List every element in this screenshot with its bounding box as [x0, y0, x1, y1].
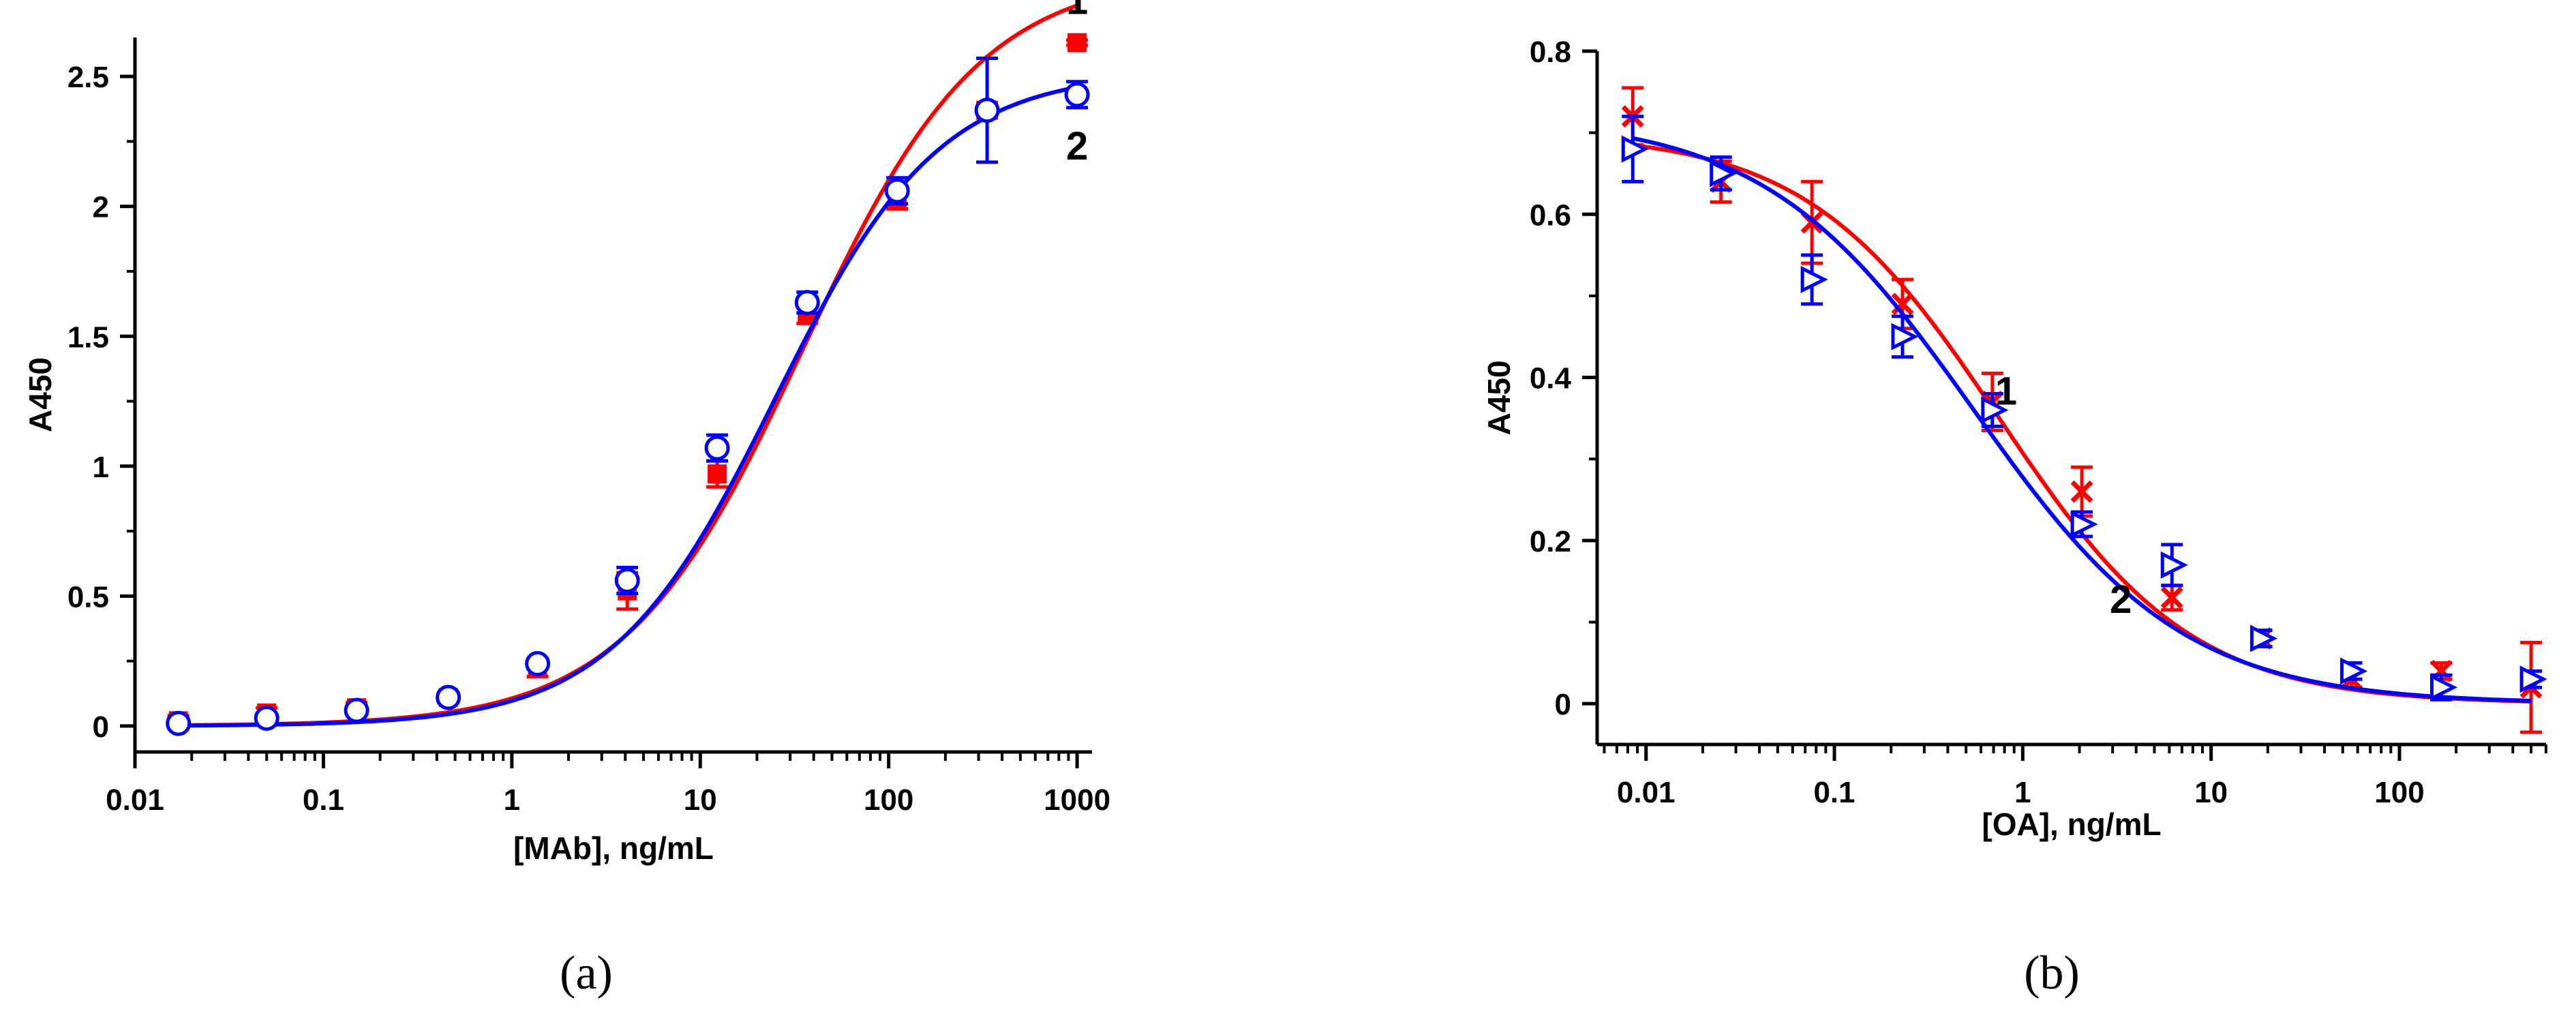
curve-label-2: 2	[1066, 124, 1088, 168]
data-point-series-2	[2250, 624, 2278, 652]
data-point-series-1	[1067, 33, 1087, 52]
y-tick-label: 1.5	[67, 320, 109, 354]
data-point-series-1	[2160, 586, 2183, 609]
x-tick-label: 1	[504, 783, 520, 817]
series-2	[166, 56, 1090, 736]
data-point-series-2	[704, 435, 730, 461]
data-point-series-2	[2430, 674, 2458, 702]
data-point-series-2	[1891, 322, 1919, 350]
y-tick-label: 0	[93, 710, 109, 744]
x-tick-label: 10	[2194, 776, 2228, 809]
data-point-series-2	[614, 567, 640, 593]
data-point-series-2	[1621, 135, 1649, 163]
y-tick-label: 0.2	[1530, 525, 1571, 558]
data-point-series-2	[166, 710, 192, 736]
y-tick-label: 0.8	[1530, 35, 1571, 69]
x-tick-label: 0.1	[303, 783, 344, 817]
fit-curve-series-1	[178, 3, 1078, 727]
data-point-series-1	[708, 464, 727, 484]
x-tick-label: 100	[864, 783, 913, 817]
curve-label-1: 1	[1995, 369, 2017, 413]
data-point-series-2	[2160, 551, 2188, 579]
data-point-series-2	[884, 178, 910, 204]
data-point-series-2	[254, 705, 279, 731]
fit-curve-series-2	[1632, 136, 2532, 703]
fit-curve-series-2	[178, 85, 1078, 728]
y-tick-label: 1	[93, 451, 109, 484]
series-1	[167, 3, 1089, 731]
panel-caption: (b)	[2024, 947, 2080, 999]
y-axis-title: A450	[1481, 361, 1517, 436]
y-tick-label: 0.6	[1530, 198, 1571, 232]
chart-panel-b: 0 0.2 0.4 0.6 0.8 0.01 0.1 1 10 100 [OA], ng/mL A45…	[1481, 35, 2547, 999]
data-point-series-2	[436, 684, 461, 710]
data-point-series-1	[2070, 480, 2093, 503]
data-point-series-2	[344, 697, 369, 723]
y-tick-label: 2.5	[67, 61, 109, 94]
y-tick-label: 0	[1555, 688, 1571, 721]
x-tick-label: 1	[2014, 776, 2031, 809]
data-point-series-2	[1800, 265, 1828, 294]
x-tick-label: 100	[2374, 776, 2424, 809]
data-point-series-2	[2070, 510, 2098, 538]
data-point-series-2	[1064, 82, 1090, 108]
x-tick-label: 1000	[1044, 783, 1110, 817]
series-2	[1621, 115, 2547, 703]
curve-label-1: 1	[1066, 0, 1088, 23]
chart-panel-a: 0 0.5 1 1.5 2 2.5 0.01 0.1 1 10 100 1000 [MAb], ng/m…	[22, 0, 1110, 999]
data-point-series-2	[2340, 657, 2368, 685]
x-axis-title: [MAb], ng/mL	[513, 830, 714, 866]
data-point-series-2	[794, 290, 820, 316]
x-tick-label: 0.01	[106, 783, 164, 817]
data-point-series-2	[974, 97, 1000, 123]
data-point-series-2	[1710, 160, 1738, 187]
x-tick-label: 0.1	[1813, 776, 1855, 809]
panel-caption: (a)	[560, 947, 613, 999]
x-tick-label: 0.01	[1617, 776, 1676, 809]
x-axis-title: [OA], ng/mL	[1982, 807, 2161, 842]
data-point-series-2	[1981, 396, 2009, 424]
y-tick-label: 0.5	[67, 580, 109, 614]
x-tick-label: 10	[684, 783, 717, 817]
data-point-series-2	[2519, 665, 2547, 693]
fit-curve-series-1	[1632, 142, 2532, 704]
data-point-series-1	[1891, 292, 1914, 316]
curve-label-2: 2	[2110, 577, 2132, 622]
data-point-series-2	[525, 650, 551, 676]
y-tick-label: 0.4	[1530, 362, 1572, 395]
y-tick-label: 2	[93, 191, 109, 224]
y-axis-title: A450	[22, 357, 58, 432]
